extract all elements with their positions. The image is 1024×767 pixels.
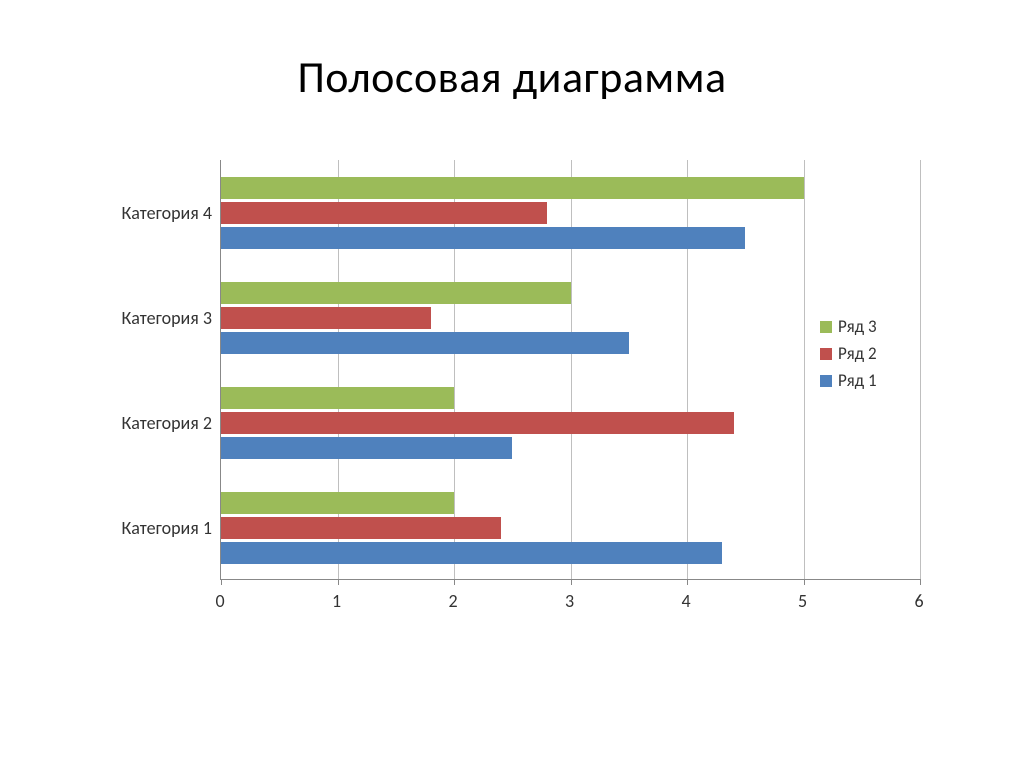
bar — [221, 227, 745, 249]
x-tick-label: 6 — [914, 590, 923, 612]
legend-swatch — [820, 375, 832, 387]
y-tick-label: Категория 3 — [122, 307, 212, 329]
legend-item: Ряд 3 — [820, 316, 920, 337]
legend-label: Ряд 3 — [838, 316, 877, 337]
bar — [221, 542, 722, 564]
y-axis-labels: Категория 1 Категория 2 Категория 3 Категор… — [100, 160, 220, 580]
page-title: Полосовая диаграмма — [0, 0, 1024, 124]
plot-column: 0123456 — [220, 160, 920, 630]
bar — [221, 332, 629, 354]
x-tick — [920, 579, 921, 585]
bar — [221, 387, 454, 409]
bar — [221, 282, 571, 304]
bar — [221, 437, 512, 459]
bar — [221, 412, 734, 434]
y-tick-label: Категория 4 — [122, 202, 212, 224]
legend: Ряд 3 Ряд 2 Ряд 1 — [820, 310, 920, 397]
gridline — [687, 160, 688, 579]
x-tick-label: 5 — [798, 590, 807, 612]
legend-swatch — [820, 321, 832, 333]
legend-item: Ряд 1 — [820, 370, 920, 391]
bar — [221, 307, 431, 329]
legend-label: Ряд 1 — [838, 370, 877, 391]
legend-item: Ряд 2 — [820, 343, 920, 364]
page: Полосовая диаграмма Категория 1Категория… — [0, 0, 1024, 767]
gridline — [920, 160, 921, 579]
bar — [221, 177, 804, 199]
gridline — [804, 160, 805, 579]
y-tick-label: Категория 1 — [122, 517, 212, 539]
gridline — [571, 160, 572, 579]
legend-swatch — [820, 348, 832, 360]
plot-area — [220, 160, 920, 580]
x-tick-label: 4 — [681, 590, 690, 612]
bar — [221, 202, 547, 224]
bar — [221, 492, 454, 514]
x-axis-labels: 0123456 — [220, 580, 920, 620]
legend-label: Ряд 2 — [838, 343, 877, 364]
bar — [221, 517, 501, 539]
x-tick-label: 1 — [332, 590, 341, 612]
y-tick-label: Категория 2 — [122, 412, 212, 434]
x-tick-label: 2 — [448, 590, 457, 612]
x-tick-label: 3 — [565, 590, 574, 612]
chart: Категория 1 Категория 2 Категория 3 Категор… — [100, 160, 920, 630]
x-tick-label: 0 — [215, 590, 224, 612]
